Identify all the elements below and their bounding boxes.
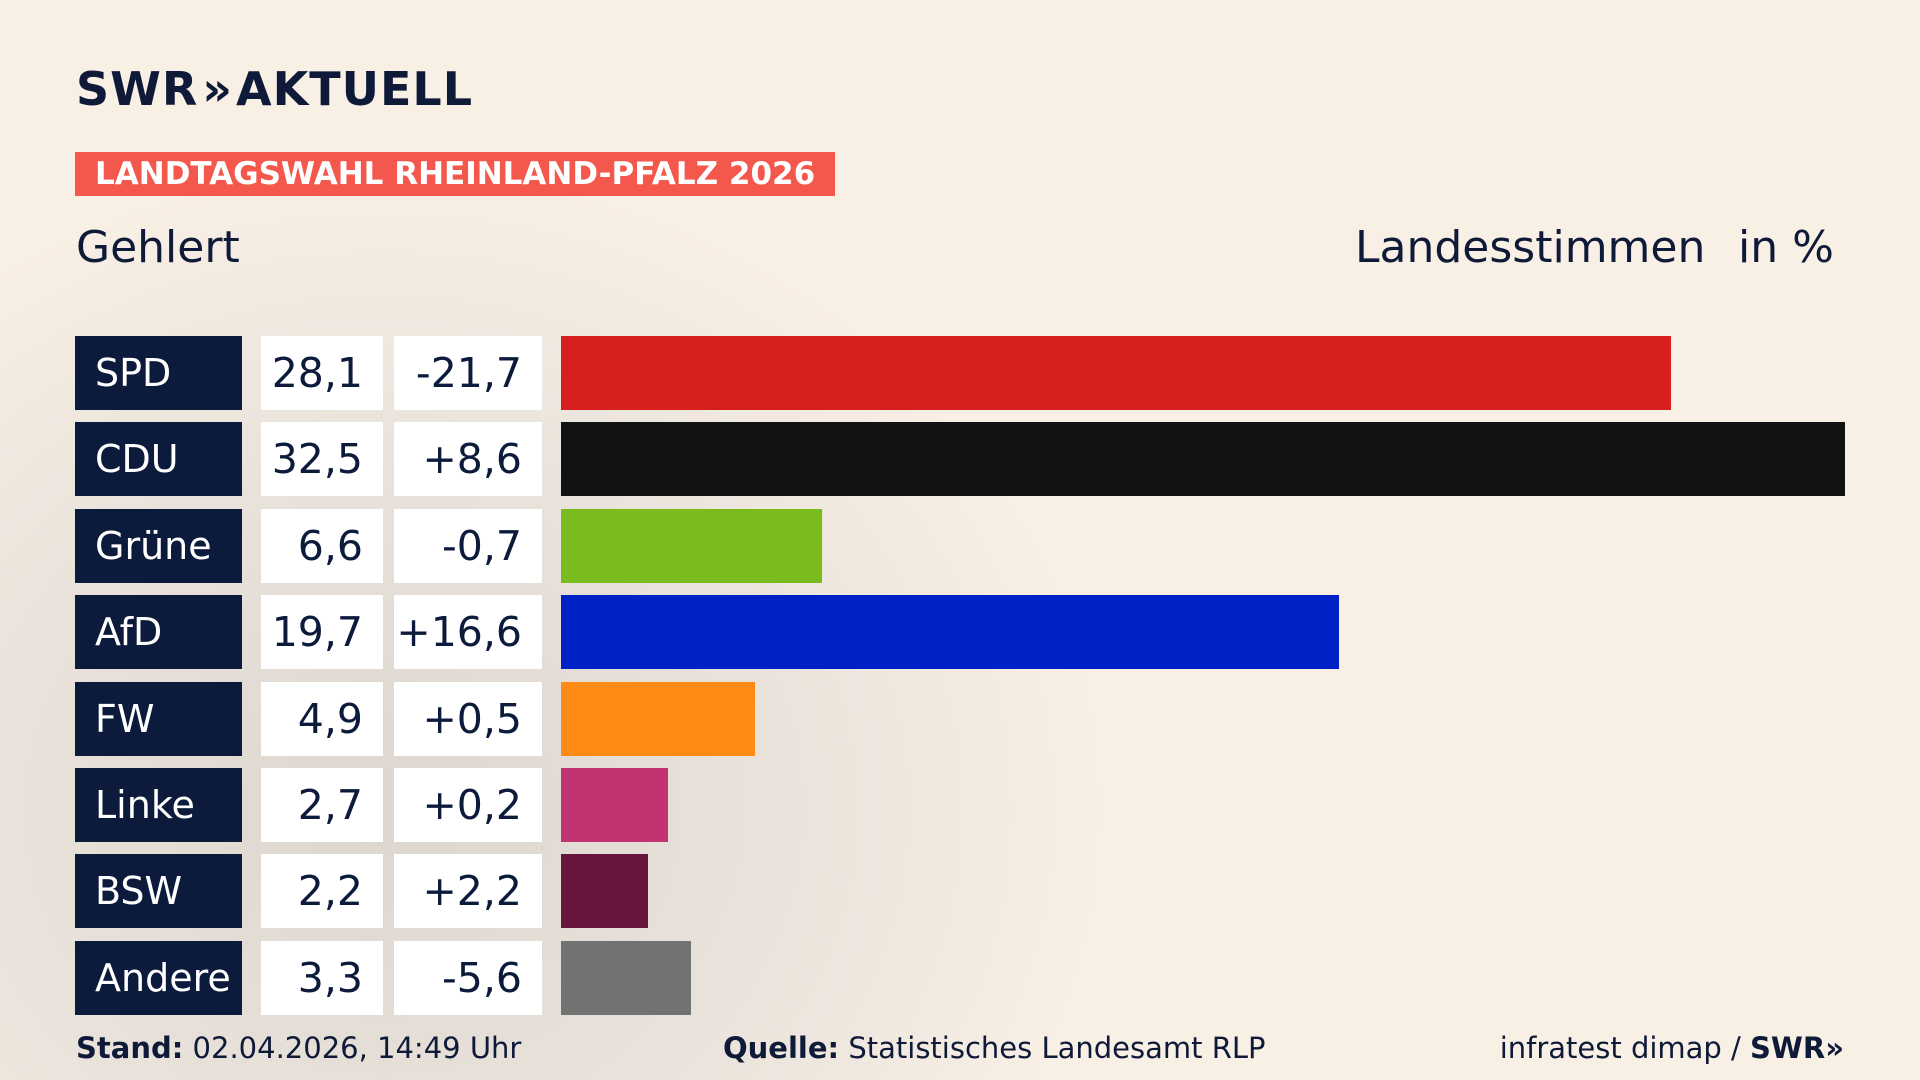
party-label: AfD	[75, 595, 242, 670]
vote-change-value: -21,7	[394, 336, 542, 410]
vote-share-value: 32,5	[261, 422, 383, 497]
vote-type-label: Landesstimmen	[1355, 222, 1706, 273]
vote-share-value: 2,2	[261, 854, 383, 929]
source-value: Statistisches Landesamt RLP	[848, 1031, 1266, 1065]
footer-credit: infratest dimap / SWR»	[1500, 1030, 1844, 1066]
party-label: Linke	[75, 768, 242, 842]
logo-aktuell: AKTUELL	[236, 62, 474, 116]
credit-text: infratest dimap /	[1499, 1031, 1741, 1065]
party-label: BSW	[75, 854, 242, 929]
bar-afd	[561, 595, 1340, 670]
vote-change-value: -5,6	[394, 940, 542, 1015]
bar-cdu	[561, 422, 1845, 497]
party-label: Grüne	[75, 508, 242, 583]
bar-andere	[561, 940, 692, 1015]
swr-aktuell-logo: SWR » AKTUELL	[76, 66, 473, 112]
bar-spd	[561, 336, 1672, 410]
party-label: CDU	[75, 422, 242, 497]
unit-label: in %	[1738, 222, 1834, 273]
vote-change-value: +16,6	[394, 595, 542, 670]
party-label: Andere	[75, 940, 242, 1015]
party-label: FW	[75, 681, 242, 756]
stand-value: 02.04.2026, 14:49 Uhr	[192, 1031, 522, 1065]
vote-share-value: 19,7	[261, 595, 383, 670]
stand-label: Stand:	[76, 1031, 184, 1065]
vote-change-value: -0,7	[394, 508, 542, 583]
bar-fw	[561, 681, 755, 756]
bar-grüne	[561, 508, 822, 583]
vote-share-value: 3,3	[261, 940, 383, 1015]
credit-swr-logo: SWR»	[1750, 1031, 1844, 1065]
footer-source: Quelle: Statistisches Landesamt RLP	[723, 1030, 1266, 1066]
vote-share-value: 28,1	[261, 336, 383, 410]
vote-share-value: 6,6	[261, 508, 383, 583]
vote-change-value: +2,2	[394, 854, 542, 929]
vote-change-value: +0,2	[394, 768, 542, 842]
bar-linke	[561, 768, 668, 842]
footer-stand: Stand: 02.04.2026, 14:49 Uhr	[76, 1030, 521, 1066]
logo-swr: SWR	[76, 62, 199, 116]
election-tag: LANDTAGSWAHL RHEINLAND-PFALZ 2026	[75, 152, 836, 196]
bar-bsw	[561, 854, 648, 929]
vote-change-value: +8,6	[394, 422, 542, 497]
page-subtitle: Gehlert	[76, 222, 240, 273]
source-label: Quelle:	[723, 1031, 840, 1065]
vote-change-value: +0,5	[394, 681, 542, 756]
vote-share-value: 4,9	[261, 681, 383, 756]
vote-share-value: 2,7	[261, 768, 383, 842]
party-label: SPD	[75, 336, 242, 410]
logo-chevrons-icon: »	[202, 62, 232, 116]
